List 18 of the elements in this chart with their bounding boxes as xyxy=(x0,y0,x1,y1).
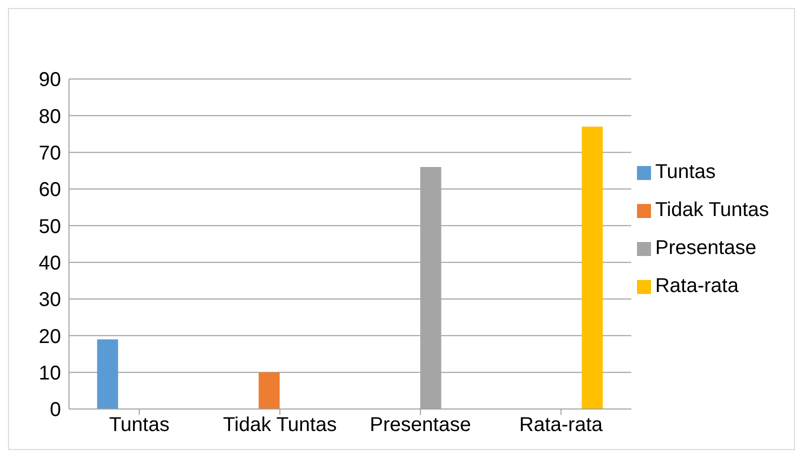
legend-label: Rata-rata xyxy=(655,275,739,297)
y-tick-label: 0 xyxy=(50,399,61,422)
y-tick-label: 60 xyxy=(38,179,61,202)
legend-label: Presentase xyxy=(655,237,756,259)
x-tick-label: Rata-rata xyxy=(519,414,604,436)
x-tick-label: Tidak Tuntas xyxy=(222,414,337,436)
y-tick-label: 10 xyxy=(38,362,61,384)
y-tick-label: 40 xyxy=(38,252,61,274)
x-tick-label: Presentase xyxy=(370,414,471,436)
x-tick-label: Tuntas xyxy=(109,414,170,436)
y-tick-label: 30 xyxy=(38,289,61,312)
y-tick-label: 80 xyxy=(38,106,61,128)
y-tick-label: 20 xyxy=(38,326,61,348)
y-tick-label: 70 xyxy=(38,142,61,164)
y-tick-label: 50 xyxy=(38,216,61,238)
legend-label: Tidak Tuntas xyxy=(655,199,769,221)
legend-label: Tuntas xyxy=(655,161,716,183)
y-tick-label: 90 xyxy=(38,69,61,92)
